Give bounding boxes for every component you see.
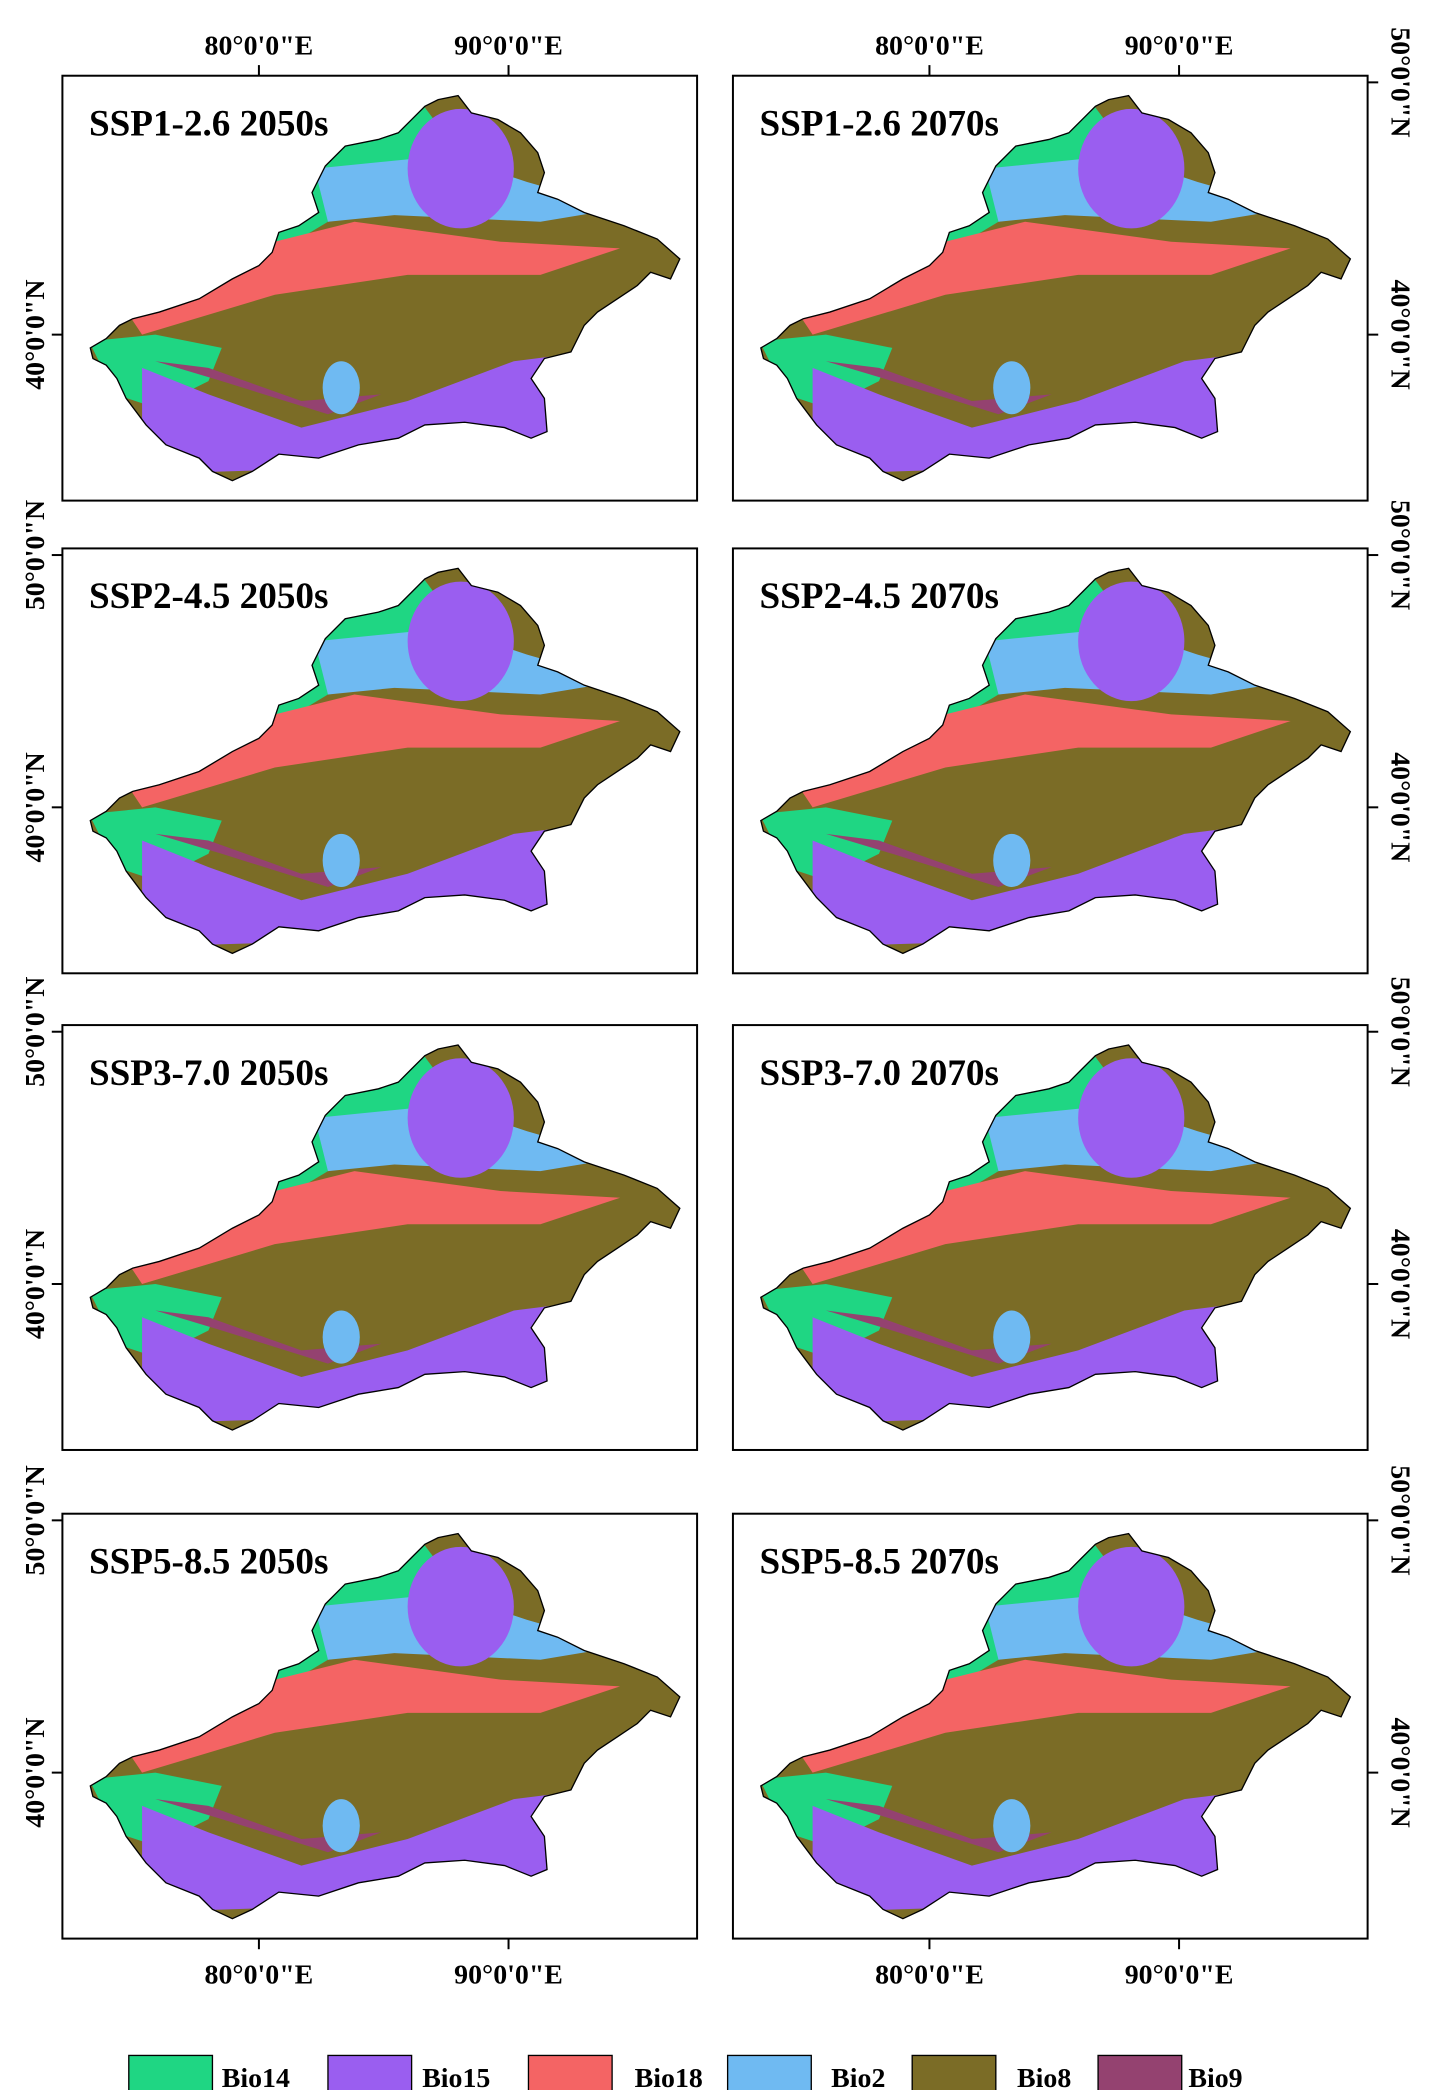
zone <box>825 361 1052 415</box>
zone <box>825 833 1052 887</box>
lat-label: 40°0'0"N <box>20 280 51 390</box>
panel-title: SSP1-2.6 2070s <box>759 103 998 144</box>
legend-swatch <box>1097 2054 1183 2090</box>
zone <box>407 1546 514 1667</box>
lat-label: 40°0'0"N <box>1385 1229 1416 1339</box>
lon-label: 90°0'0"E <box>454 30 563 61</box>
lat-label: 50°0'0"N <box>1385 27 1416 137</box>
legend-swatch <box>327 2054 413 2090</box>
lon-label: 80°0'0"E <box>875 1960 984 1991</box>
lat-label: 40°0'0"N <box>1385 1717 1416 1827</box>
legend-swatch <box>527 2054 613 2090</box>
zone <box>993 1310 1031 1364</box>
lat-label: 40°0'0"N <box>20 752 51 862</box>
legend-swatch <box>128 2054 214 2090</box>
panel-title: SSP5-8.5 2070s <box>759 1541 998 1582</box>
zone <box>993 833 1031 887</box>
lat-label: 50°0'0"N <box>20 500 51 610</box>
zone <box>155 1799 382 1853</box>
zone <box>155 361 382 415</box>
zone <box>1078 108 1185 229</box>
lon-label: 80°0'0"E <box>205 30 314 61</box>
lat-label: 40°0'0"N <box>20 1229 51 1339</box>
legend-swatch <box>911 2054 997 2090</box>
zone <box>322 361 360 415</box>
zone <box>1078 1058 1185 1178</box>
lat-label: 40°0'0"N <box>1385 280 1416 390</box>
map-panel: SSP1-2.6 2070s <box>731 74 1369 502</box>
map-panel: SSP3-7.0 2050s <box>61 1024 699 1451</box>
panel-title: SSP2-4.5 2050s <box>89 576 328 617</box>
legend-label: Bio2 <box>831 2063 885 2090</box>
legend-label: Bio18 <box>635 2063 703 2090</box>
zone <box>825 1799 1052 1853</box>
map-panel: SSP1-2.6 2050s <box>61 74 699 502</box>
zone <box>1078 1546 1185 1667</box>
panel-title: SSP5-8.5 2050s <box>89 1541 328 1582</box>
zone <box>993 1799 1031 1853</box>
lon-label: 90°0'0"E <box>1125 30 1234 61</box>
lat-label: 50°0'0"N <box>1385 1465 1416 1575</box>
zone <box>155 833 382 887</box>
legend-label: Bio8 <box>1017 2063 1071 2090</box>
zone <box>155 1310 382 1364</box>
legend-label: Bio15 <box>422 2063 490 2090</box>
panel-title: SSP3-7.0 2070s <box>759 1053 998 1094</box>
zone <box>322 833 360 887</box>
legend-swatch <box>726 2054 812 2090</box>
map-panel: SSP5-8.5 2070s <box>731 1512 1369 1940</box>
panel-title: SSP1-2.6 2050s <box>89 103 328 144</box>
panel-title: SSP2-4.5 2070s <box>759 576 998 617</box>
lat-label: 40°0'0"N <box>20 1717 51 1827</box>
lon-label: 80°0'0"E <box>205 1960 314 1991</box>
zone <box>407 108 514 229</box>
zone <box>993 361 1031 415</box>
zone <box>407 1058 514 1178</box>
map-panel: SSP2-4.5 2050s <box>61 547 699 975</box>
lat-label: 50°0'0"N <box>20 1465 51 1575</box>
lon-label: 90°0'0"E <box>1125 1960 1234 1991</box>
zone <box>1078 581 1185 702</box>
panel-title: SSP3-7.0 2050s <box>89 1053 328 1094</box>
lat-label: 50°0'0"N <box>1385 977 1416 1087</box>
legend-label: Bio9 <box>1188 2063 1242 2090</box>
lon-label: 80°0'0"E <box>875 30 984 61</box>
lat-label: 50°0'0"N <box>20 977 51 1087</box>
legend-label: Bio14 <box>222 2063 290 2090</box>
lat-label: 50°0'0"N <box>1385 500 1416 610</box>
map-panel: SSP2-4.5 2070s <box>731 547 1369 975</box>
zone <box>322 1310 360 1364</box>
zone <box>322 1799 360 1853</box>
map-panel: SSP3-7.0 2070s <box>731 1024 1369 1451</box>
zone <box>825 1310 1052 1364</box>
lon-label: 90°0'0"E <box>454 1960 563 1991</box>
zone <box>407 581 514 702</box>
lat-label: 40°0'0"N <box>1385 752 1416 862</box>
map-panel: SSP5-8.5 2050s <box>61 1512 699 1940</box>
